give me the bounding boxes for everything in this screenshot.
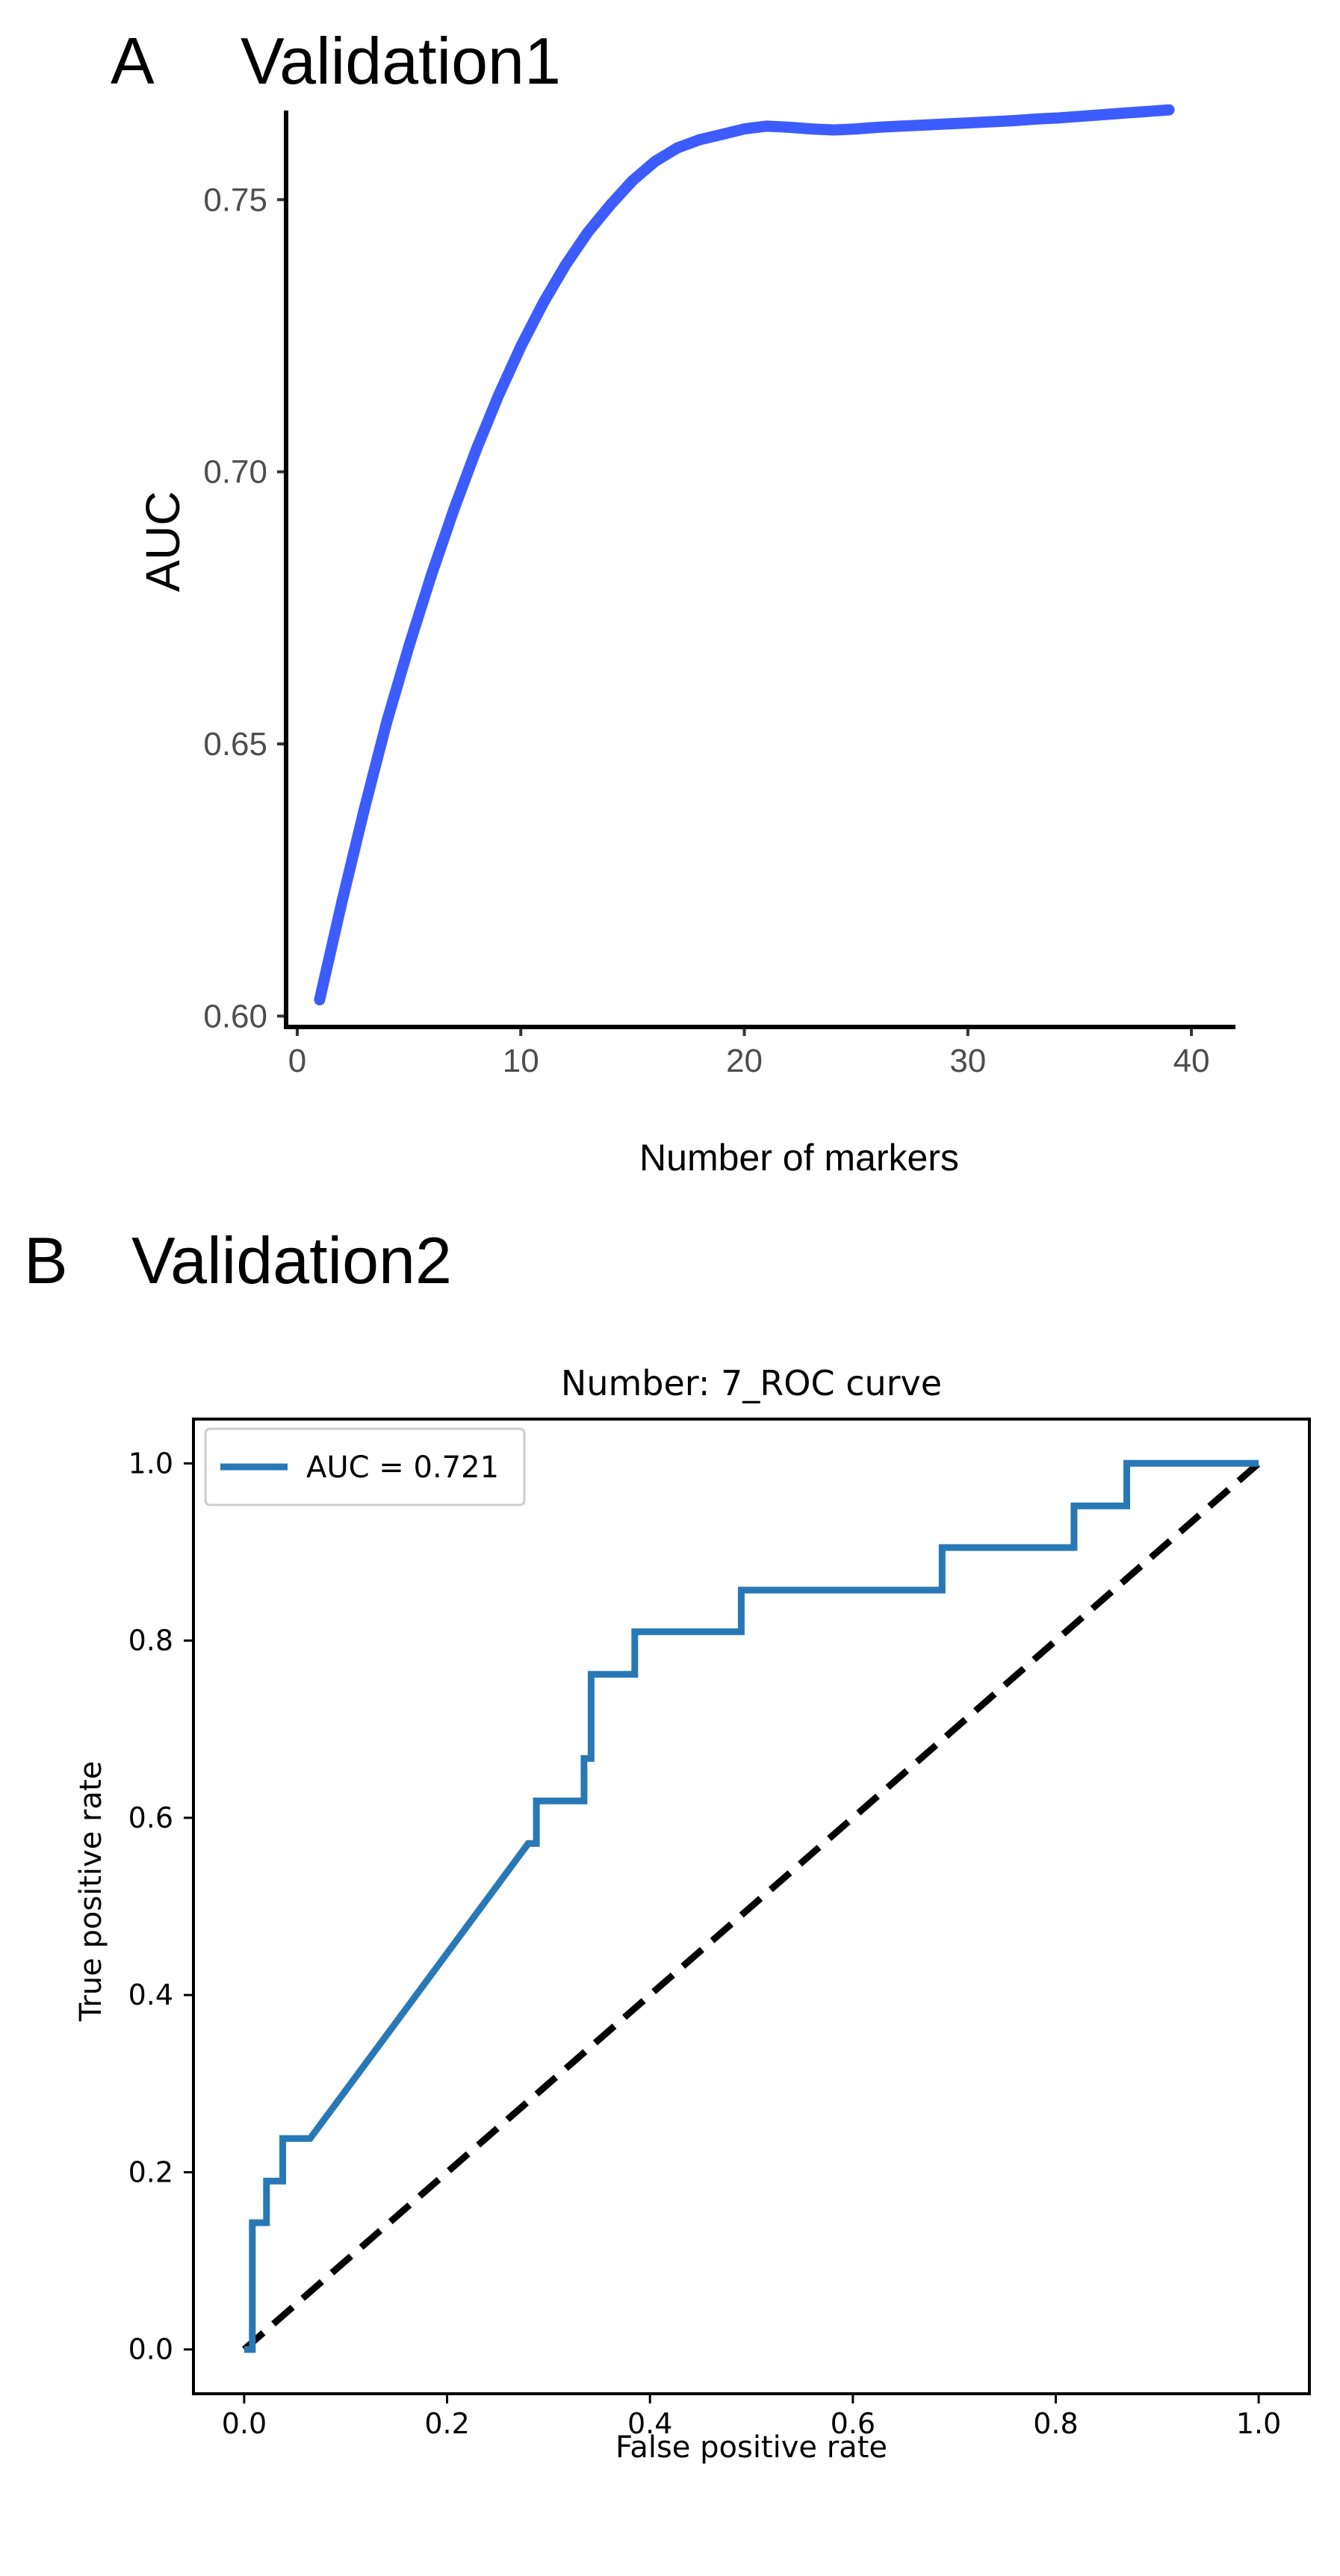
panel-b-roc-curve [244,1459,1259,2353]
panel-b-x-tick-label: 0.0 [222,2407,267,2440]
panel-a-x-tick-label: 10 [503,1043,539,1079]
panel-b-y-ticks: 0.0 0.2 0.4 0.6 0.8 1.0 [128,1447,193,2366]
panel-b-chart-title: Number: 7_ROC curve [561,1363,942,1403]
panel-a-letter: A [111,24,155,98]
panel-a-y-tick-label: 0.75 [203,181,267,218]
legend-box [204,1427,526,1506]
panel-b-y-axis-label: True positive rate [74,1761,108,2023]
panel-a-x-tick-label: 20 [726,1043,763,1079]
panel-b-x-tick-label: 0.8 [1033,2407,1078,2440]
panel-b-y-tick-label: 1.0 [128,1447,173,1480]
panel-b-x-axis-label: False positive rate [615,2430,887,2465]
panel-b-title: Validation2 [131,1223,452,1297]
panel-a-y-tick-label: 0.60 [203,998,267,1034]
panel-a-y-tick-label: 0.70 [203,454,267,491]
panel-a-auc-curve [314,104,1175,1006]
legend-entry-auc: AUC = 0.721 [306,1450,499,1485]
panel-b-legend: AUC = 0.721 [204,1427,526,1506]
panel-a-y-ticks: 0.60 0.65 0.70 0.75 [203,181,286,1034]
panel-b-x-tick-label: 0.4 [627,2407,672,2440]
panel-b-x-ticks: 0.0 0.2 0.4 0.6 0.8 1.0 [222,2394,1281,2440]
panel-b-plot-frame [192,1418,1311,2395]
panel-a: A Validation1 0.60 0.65 0.70 0.75 0 10 20 30 40… [111,24,1235,1179]
panel-b-x-tick-label: 1.0 [1236,2407,1281,2440]
panel-b-y-tick-label: 0.2 [128,2156,173,2188]
panel-b-y-tick-label: 0.4 [128,1978,173,2011]
panel-b-y-tick-label: 0.6 [128,1801,173,1834]
panel-a-x-tick-label: 0 [288,1043,306,1079]
panel-a-x-ticks: 0 10 20 30 40 [288,1027,1210,1079]
panel-b-x-tick-label: 0.6 [831,2407,875,2440]
panel-b-y-tick-label: 0.0 [128,2333,173,2366]
panel-b-letter: B [24,1223,68,1297]
panel-a-y-tick-label: 0.65 [203,726,267,763]
panel-b-x-tick-label: 0.2 [424,2407,469,2440]
panel-b-chance-diagonal [241,1460,1262,2353]
panel-a-x-axis-label: Number of markers [639,1137,959,1179]
panel-b: B Validation2 Number: 7_ROC curve 0.0 0.2… [24,1223,1311,2465]
panel-a-x-tick-label: 40 [1173,1043,1210,1079]
panel-a-title: Validation1 [241,24,561,98]
panel-a-y-axis-label: AUC [136,491,190,592]
panel-a-x-tick-label: 30 [949,1043,986,1079]
panel-b-y-tick-label: 0.8 [128,1624,173,1657]
